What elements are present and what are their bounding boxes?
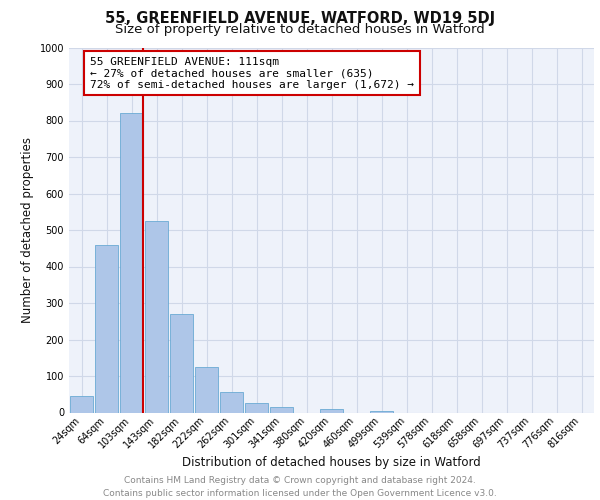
Bar	[70, 396, 93, 412]
Bar	[370, 410, 393, 412]
Bar	[145, 221, 168, 412]
Bar	[270, 407, 293, 412]
Bar	[95, 244, 118, 412]
Bar	[120, 113, 143, 412]
Text: 55 GREENFIELD AVENUE: 111sqm
← 27% of detached houses are smaller (635)
72% of s: 55 GREENFIELD AVENUE: 111sqm ← 27% of de…	[90, 56, 414, 90]
Bar	[170, 314, 193, 412]
X-axis label: Distribution of detached houses by size in Watford: Distribution of detached houses by size …	[182, 456, 481, 469]
Text: Size of property relative to detached houses in Watford: Size of property relative to detached ho…	[115, 22, 485, 36]
Bar	[220, 392, 243, 412]
Text: Contains HM Land Registry data © Crown copyright and database right 2024.
Contai: Contains HM Land Registry data © Crown c…	[103, 476, 497, 498]
Bar	[195, 367, 218, 412]
Bar	[320, 409, 343, 412]
Text: 55, GREENFIELD AVENUE, WATFORD, WD19 5DJ: 55, GREENFIELD AVENUE, WATFORD, WD19 5DJ	[105, 11, 495, 26]
Bar	[245, 404, 268, 412]
Y-axis label: Number of detached properties: Number of detached properties	[21, 137, 34, 323]
